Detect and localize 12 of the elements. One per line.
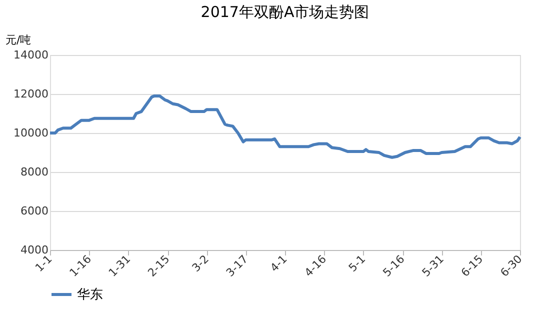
- y-tick-label: 8000: [20, 166, 48, 178]
- x-tick-label: 5-1: [346, 252, 368, 274]
- y-tick-label: 14000: [14, 48, 48, 62]
- y-tick-label: 10000: [14, 126, 48, 140]
- chart-title: 2017年双酚A市场走势图: [200, 3, 370, 21]
- line-series: [48, 94, 522, 159]
- y-axis-title: 元/吨: [6, 34, 32, 46]
- x-tick-label: 4-1: [268, 252, 290, 274]
- x-tick-label: 3-2: [190, 252, 212, 274]
- legend-label: 华东: [77, 288, 103, 302]
- y-tick-label: 6000: [20, 204, 48, 218]
- y-tick-label: 12000: [14, 88, 48, 100]
